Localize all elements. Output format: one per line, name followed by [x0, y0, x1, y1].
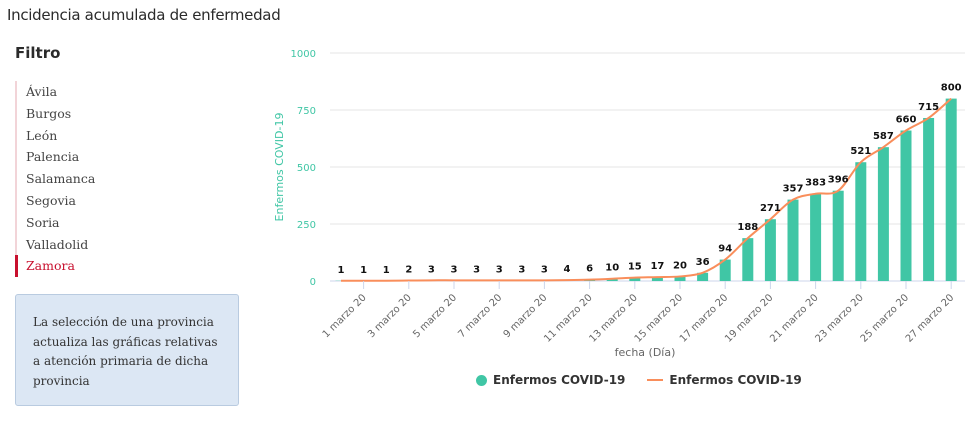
data-label: 20 — [673, 260, 687, 271]
x-axis-title: fecha (Día) — [615, 346, 676, 359]
province-item-zamora[interactable]: Zamora — [15, 255, 95, 278]
x-tick-label: 9 marzo 20 — [502, 292, 550, 340]
bar — [945, 98, 957, 281]
bar — [764, 219, 776, 281]
y-tick-label: 0 — [310, 277, 316, 288]
data-label: 3 — [451, 264, 458, 275]
bar — [719, 259, 731, 281]
data-label: 3 — [473, 264, 480, 275]
y-tick-label: 250 — [297, 220, 316, 231]
info-box: La selección de una provincia actualiza … — [15, 294, 239, 406]
province-item-soria[interactable]: Soria — [26, 214, 60, 230]
y-axis-title: Enfermos COVID-19 — [273, 113, 286, 222]
data-label: 715 — [918, 102, 939, 113]
data-label: 1 — [383, 265, 390, 276]
data-label: 1 — [360, 265, 367, 276]
x-tick-label: 7 marzo 20 — [456, 292, 504, 340]
bar — [606, 278, 618, 281]
bar — [629, 277, 641, 281]
data-label: 660 — [896, 115, 917, 126]
x-tick-label: 5 marzo 20 — [411, 292, 459, 340]
legend-bar-marker-icon — [476, 374, 487, 386]
bar — [832, 190, 844, 281]
bar — [810, 193, 822, 281]
data-label: 94 — [718, 244, 732, 255]
page-title: Incidencia acumulada de enfermedad — [7, 6, 281, 24]
bar — [923, 117, 935, 281]
bar — [900, 130, 912, 281]
legend-line-label[interactable]: Enfermos COVID-19 — [669, 373, 802, 387]
y-tick-label: 1000 — [291, 49, 316, 60]
province-item-avila[interactable]: Ávila — [26, 84, 58, 99]
data-label: 15 — [628, 262, 642, 273]
data-label: 383 — [805, 178, 826, 189]
data-label: 3 — [496, 264, 503, 275]
data-label: 357 — [783, 184, 804, 195]
data-label: 271 — [760, 203, 781, 214]
series-line — [341, 97, 952, 282]
filter-title: Filtro — [15, 44, 61, 62]
data-label: 6 — [586, 264, 593, 275]
data-label: 36 — [696, 257, 710, 268]
data-label: 1 — [338, 265, 345, 276]
data-label: 587 — [873, 131, 894, 142]
data-label: 188 — [737, 222, 758, 233]
province-item-palencia[interactable]: Palencia — [26, 149, 80, 165]
legend-bar-label[interactable]: Enfermos COVID-19 — [493, 373, 626, 387]
x-tick-label: 1 marzo 20 — [321, 292, 369, 340]
province-list: Ávila Burgos León Palencia Salamanca Seg… — [15, 81, 96, 278]
province-item-segovia[interactable]: Segovia — [26, 192, 76, 208]
bar — [787, 199, 799, 281]
x-tick-label: 3 marzo 20 — [366, 292, 414, 340]
y-tick-label: 500 — [297, 163, 316, 174]
province-item-leon[interactable]: León — [26, 127, 58, 143]
province-item-burgos[interactable]: Burgos — [26, 105, 72, 121]
data-label: 10 — [605, 263, 619, 274]
data-label: 2 — [405, 265, 412, 276]
data-label: 4 — [564, 264, 571, 275]
bar — [877, 147, 889, 281]
data-label: 3 — [541, 264, 548, 275]
data-label: 17 — [650, 261, 664, 272]
bar — [697, 272, 709, 281]
bar — [855, 162, 867, 281]
x-tick-label: 27 marzo 20 — [904, 292, 956, 344]
province-item-salamanca[interactable]: Salamanca — [26, 171, 96, 187]
province-item-valladolid[interactable]: Valladolid — [26, 236, 89, 252]
data-label: 521 — [850, 146, 871, 157]
y-tick-label: 750 — [297, 106, 316, 117]
data-label: 3 — [428, 264, 435, 275]
bar — [651, 277, 663, 281]
data-label: 3 — [518, 264, 525, 275]
data-label: 396 — [828, 175, 849, 186]
bar — [742, 238, 754, 281]
data-label: 800 — [941, 83, 962, 94]
legend-line-marker-icon — [647, 379, 664, 381]
bar — [674, 276, 686, 281]
legend: Enfermos COVID-19 Enfermos COVID-19 — [476, 373, 802, 387]
